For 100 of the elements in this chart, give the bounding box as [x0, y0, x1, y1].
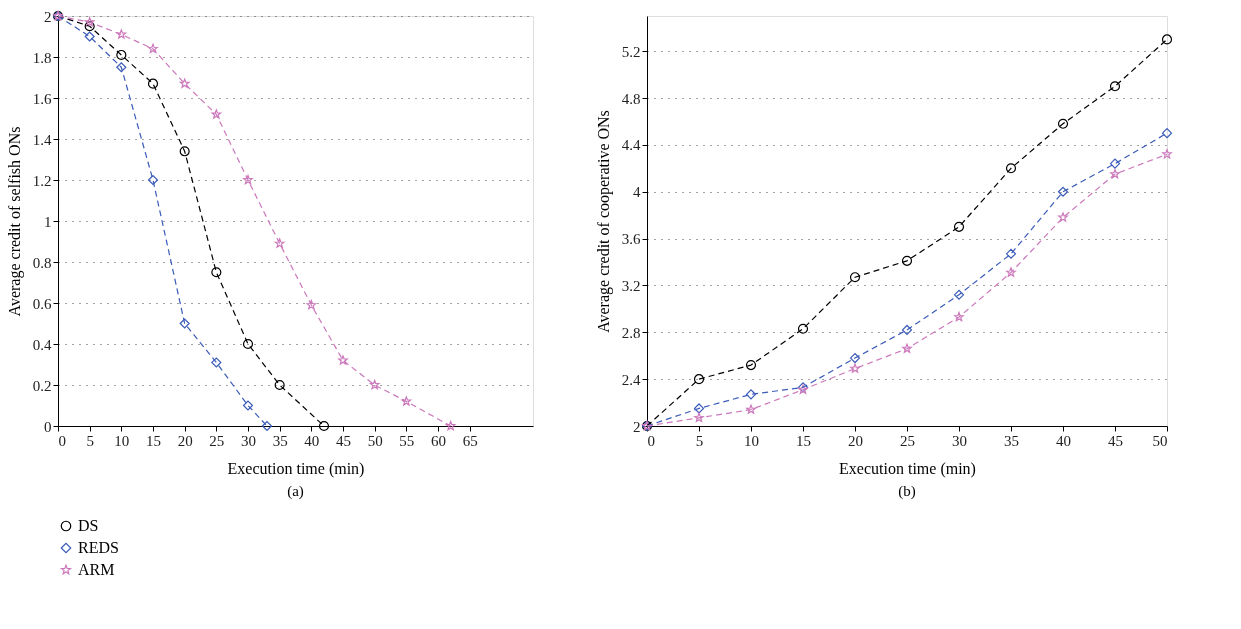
text: (a) [287, 483, 304, 500]
point [850, 363, 860, 373]
point [369, 379, 380, 390]
point [147, 174, 159, 186]
point [1005, 163, 1017, 174]
point [261, 420, 273, 432]
point [954, 311, 964, 322]
y-tick-label: 0.6 [32, 295, 52, 312]
text: (b) [898, 483, 916, 500]
x-tick-label: 10 [114, 432, 130, 449]
point [306, 299, 317, 310]
point [1109, 158, 1121, 169]
point [745, 360, 757, 371]
y-tick-label: 3.6 [621, 231, 641, 248]
y-tick-label: 2 [633, 418, 641, 435]
x-tick-label: 15 [146, 432, 161, 449]
point [179, 318, 190, 329]
x-tick-label: 40 [1056, 432, 1071, 449]
y-tick-label: 1.4 [32, 131, 52, 148]
x-tick-label: 5 [695, 432, 704, 449]
y-tick-label: 2.4 [621, 371, 641, 388]
point [849, 352, 861, 364]
point [84, 31, 95, 42]
y-axis-title: Average credit of selfish ONs [5, 126, 24, 317]
x-tick-label: 20 [177, 432, 193, 449]
y-tick-label: 5.2 [621, 43, 641, 60]
point [902, 343, 912, 353]
point [849, 272, 861, 283]
point [746, 404, 756, 414]
y-tick-label: 2 [44, 8, 52, 25]
point [797, 323, 809, 334]
point [1161, 34, 1173, 45]
x-axis-title: Execution time (min) [839, 459, 976, 478]
y-tick-label: 4.4 [621, 137, 641, 154]
point [179, 146, 190, 157]
point [693, 403, 705, 414]
x-tick-label: 65 [462, 432, 478, 449]
x-tick-label: 0 [647, 432, 655, 449]
x-tick-label: 10 [744, 432, 759, 449]
y-tick-label: 0.4 [32, 336, 52, 353]
point [318, 420, 330, 432]
y-tick-label: 1 [44, 213, 52, 230]
point [148, 43, 158, 54]
point [242, 400, 254, 411]
y-tick-label: 4.8 [621, 90, 641, 107]
point [211, 357, 222, 368]
point [243, 174, 253, 185]
point [179, 78, 190, 88]
x-tick-label: 35 [272, 432, 288, 449]
y-tick-label: 0.8 [32, 254, 52, 271]
point [693, 374, 705, 385]
point [401, 396, 412, 406]
point [1005, 248, 1017, 259]
point [1006, 267, 1016, 277]
point [1162, 149, 1172, 159]
y-tick-label: 2.8 [621, 324, 641, 341]
y-tick-label: 4 [633, 184, 641, 201]
point [901, 255, 913, 266]
point [211, 109, 222, 119]
x-tick-label: 50 [1152, 432, 1168, 449]
x-tick-label: 0 [58, 432, 66, 449]
point [1110, 169, 1120, 179]
point [274, 379, 285, 391]
point [1057, 118, 1069, 129]
point [953, 221, 965, 232]
x-tick-label: 45 [1108, 432, 1123, 449]
x-tick-label: 5 [86, 432, 94, 449]
point [953, 289, 965, 300]
x-tick-label: 60 [431, 432, 446, 449]
x-tick-label: 15 [796, 432, 811, 449]
point [84, 17, 95, 27]
point [694, 412, 704, 423]
y-tick-label: 1.2 [32, 172, 52, 189]
point [745, 389, 757, 400]
x-tick-label: 30 [952, 432, 967, 449]
x-tick-label: 25 [209, 432, 225, 449]
point [445, 420, 456, 431]
legend-label: ARM [78, 561, 115, 578]
y-tick-label: 0 [44, 418, 52, 435]
point [1057, 186, 1069, 197]
point [116, 62, 127, 73]
legend-label: DS [78, 517, 99, 534]
point [274, 238, 285, 248]
point [84, 21, 95, 32]
x-tick-label: 35 [1004, 432, 1019, 449]
point [1109, 81, 1121, 92]
point [901, 324, 913, 336]
x-tick-label: 45 [336, 432, 351, 449]
point [1161, 128, 1173, 139]
point [116, 49, 127, 61]
point [1058, 212, 1068, 222]
x-tick-label: 30 [241, 432, 256, 449]
y-tick-label: 3.2 [621, 277, 641, 294]
point [211, 267, 222, 278]
x-tick-label: 20 [848, 432, 863, 449]
point [242, 338, 254, 350]
x-tick-label: 25 [900, 432, 915, 449]
x-tick-label: 40 [304, 432, 320, 449]
legend-label: REDS [78, 539, 119, 556]
point [116, 29, 127, 39]
